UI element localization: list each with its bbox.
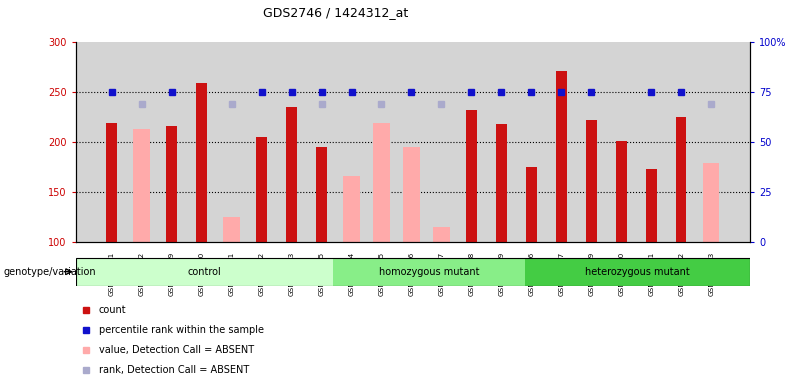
- Bar: [703, 163, 720, 242]
- Text: value, Detection Call = ABSENT: value, Detection Call = ABSENT: [99, 345, 254, 355]
- Bar: [466, 110, 476, 242]
- Bar: [333, 258, 525, 286]
- Bar: [316, 147, 327, 242]
- Bar: [526, 167, 536, 242]
- Text: rank, Detection Call = ABSENT: rank, Detection Call = ABSENT: [99, 365, 249, 375]
- Bar: [256, 137, 267, 242]
- Text: genotype/variation: genotype/variation: [4, 266, 97, 277]
- Text: percentile rank within the sample: percentile rank within the sample: [99, 325, 264, 335]
- Bar: [586, 120, 597, 242]
- Bar: [616, 141, 626, 242]
- Bar: [373, 123, 389, 242]
- Bar: [343, 176, 360, 242]
- Bar: [433, 227, 450, 242]
- Bar: [496, 124, 507, 242]
- Bar: [196, 83, 207, 242]
- Text: heterozygous mutant: heterozygous mutant: [586, 266, 690, 277]
- Bar: [167, 126, 177, 242]
- Bar: [556, 71, 567, 242]
- Bar: [223, 217, 240, 242]
- Text: GDS2746 / 1424312_at: GDS2746 / 1424312_at: [263, 6, 408, 19]
- Text: homozygous mutant: homozygous mutant: [379, 266, 480, 277]
- Bar: [646, 169, 657, 242]
- Bar: [403, 147, 420, 242]
- Bar: [676, 117, 686, 242]
- Bar: [286, 107, 297, 242]
- Bar: [525, 258, 750, 286]
- Bar: [133, 129, 150, 242]
- Bar: [76, 258, 333, 286]
- Text: count: count: [99, 305, 127, 314]
- Bar: [106, 123, 117, 242]
- Text: control: control: [188, 266, 221, 277]
